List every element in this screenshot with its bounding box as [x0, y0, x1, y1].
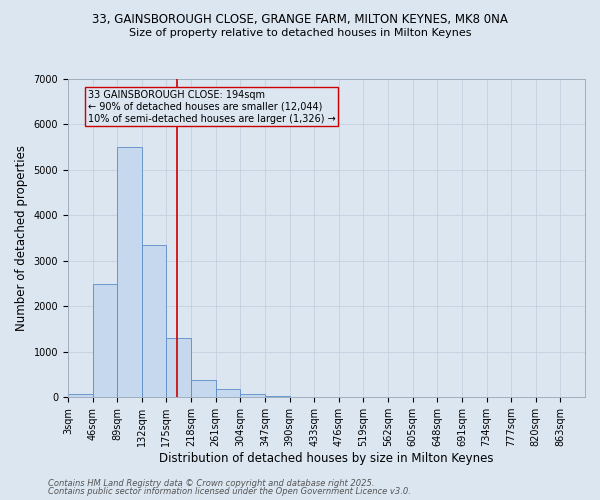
Y-axis label: Number of detached properties: Number of detached properties	[15, 145, 28, 331]
Bar	[166, 338, 191, 397]
Bar	[92, 284, 117, 397]
Bar	[240, 394, 265, 397]
Text: 33 GAINSBOROUGH CLOSE: 194sqm
← 90% of detached houses are smaller (12,044)
10% : 33 GAINSBOROUGH CLOSE: 194sqm ← 90% of d…	[88, 90, 335, 124]
Text: Contains HM Land Registry data © Crown copyright and database right 2025.: Contains HM Land Registry data © Crown c…	[48, 478, 374, 488]
Bar	[191, 380, 215, 397]
X-axis label: Distribution of detached houses by size in Milton Keynes: Distribution of detached houses by size …	[159, 452, 494, 465]
Text: Contains public sector information licensed under the Open Government Licence v3: Contains public sector information licen…	[48, 487, 411, 496]
Bar	[117, 147, 142, 397]
Bar	[215, 390, 240, 397]
Bar	[68, 394, 92, 397]
Text: 33, GAINSBOROUGH CLOSE, GRANGE FARM, MILTON KEYNES, MK8 0NA: 33, GAINSBOROUGH CLOSE, GRANGE FARM, MIL…	[92, 12, 508, 26]
Text: Size of property relative to detached houses in Milton Keynes: Size of property relative to detached ho…	[129, 28, 471, 38]
Bar	[265, 396, 290, 397]
Bar	[142, 245, 166, 397]
